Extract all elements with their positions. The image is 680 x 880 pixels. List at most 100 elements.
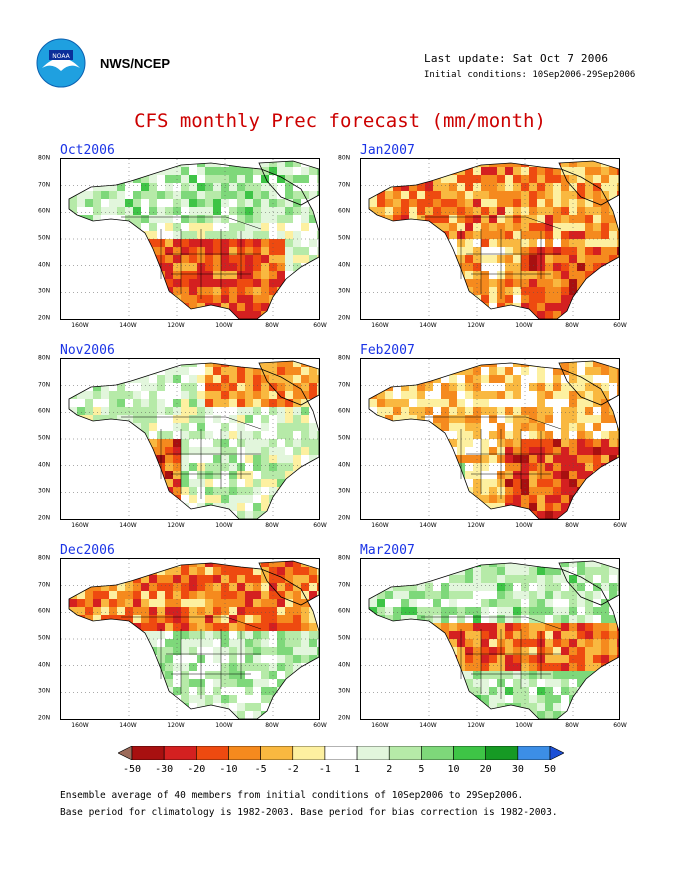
lat-tick-label: 80N (38, 354, 51, 362)
legend-swatch (388, 746, 422, 760)
lat-tick-label: 60N (38, 407, 51, 415)
lon-tick-label: 100W (215, 722, 233, 729)
lon-tick-label: 140W (419, 522, 437, 529)
lat-tick-label: 30N (38, 487, 51, 495)
lat-tick-label: 60N (38, 607, 51, 615)
lon-tick-label: 80W (565, 722, 579, 729)
panel-title: Nov2006 (60, 343, 115, 358)
lat-tick-label: 20N (338, 514, 351, 522)
legend-label: 5 (418, 764, 425, 775)
legend-swatch (260, 746, 294, 760)
lat-tick-label: 70N (38, 581, 51, 589)
lon-tick-label: 60W (313, 522, 327, 529)
coastline (558, 160, 619, 206)
lon-tick-label: 160W (371, 722, 389, 729)
legend-label: -5 (254, 764, 267, 775)
legend-label: -1 (318, 764, 331, 775)
panel-title: Oct2006 (60, 143, 115, 158)
coastline (258, 160, 319, 206)
lat-tick-label: 30N (338, 687, 351, 695)
panel-title: Dec2006 (60, 543, 115, 558)
lon-tick-label: 80W (265, 722, 279, 729)
legend-label: 2 (386, 764, 393, 775)
coastline (558, 560, 619, 606)
lon-tick-label: 60W (313, 722, 327, 729)
lon-tick-label: 80W (565, 322, 579, 329)
org-label: NWS/NCEP (100, 56, 171, 71)
coastline (368, 162, 619, 319)
lon-tick-label: 120W (467, 722, 485, 729)
legend-swatch (131, 746, 165, 760)
lat-tick-label: 80N (38, 154, 51, 162)
lat-tick-label: 70N (38, 381, 51, 389)
coastline (558, 360, 619, 406)
legend-label: 10 (447, 764, 460, 775)
lat-tick-label: 60N (38, 207, 51, 215)
lat-tick-label: 70N (338, 181, 351, 189)
svg-text:NOAA: NOAA (52, 53, 70, 60)
lon-tick-label: 120W (467, 522, 485, 529)
lon-tick-label: 120W (167, 322, 185, 329)
legend-swatch (517, 746, 551, 760)
legend-swatch (356, 746, 390, 760)
lat-tick-label: 70N (338, 381, 351, 389)
precip-map (360, 158, 620, 320)
legend-swatch (485, 746, 519, 760)
lat-tick-label: 50N (38, 434, 51, 442)
legend-swatch (292, 746, 326, 760)
political-borders (421, 416, 562, 499)
legend-label: 30 (511, 764, 524, 775)
noaa-logo: NOAA (36, 38, 86, 88)
lat-tick-label: 80N (338, 554, 351, 562)
legend-label: -10 (219, 764, 238, 775)
lon-tick-label: 100W (215, 522, 233, 529)
lon-tick-label: 140W (119, 322, 137, 329)
coastline (68, 362, 319, 519)
lat-tick-label: 30N (38, 687, 51, 695)
legend-label: 1 (354, 764, 361, 775)
legend-swatch (118, 746, 133, 760)
political-borders (121, 416, 262, 499)
legend-label: 20 (479, 764, 492, 775)
legend-swatch (453, 746, 486, 760)
lon-tick-label: 140W (119, 722, 137, 729)
precip-map (360, 558, 620, 720)
panel-title: Jan2007 (360, 143, 415, 158)
lat-tick-label: 70N (338, 581, 351, 589)
lat-tick-label: 20N (338, 714, 351, 722)
political-borders (421, 616, 562, 699)
lat-tick-label: 60N (338, 607, 351, 615)
coastline (68, 562, 319, 719)
coastline (68, 162, 319, 319)
lat-tick-label: 50N (338, 234, 351, 242)
lon-tick-label: 60W (613, 322, 627, 329)
legend-swatch (324, 746, 358, 760)
lat-tick-label: 40N (38, 661, 51, 669)
legend-swatch (196, 746, 229, 760)
lat-tick-label: 80N (38, 554, 51, 562)
legend-swatch (163, 746, 197, 760)
lon-tick-label: 140W (119, 522, 137, 529)
lat-tick-label: 50N (338, 634, 351, 642)
lon-tick-label: 160W (71, 722, 89, 729)
political-borders (121, 616, 262, 699)
precip-map (60, 358, 320, 520)
lon-tick-label: 140W (419, 322, 437, 329)
political-borders (121, 216, 262, 299)
legend-swatch (421, 746, 454, 760)
legend-swatch (228, 746, 261, 760)
legend-label: -20 (187, 764, 206, 775)
lon-tick-label: 140W (419, 722, 437, 729)
lat-tick-label: 50N (38, 234, 51, 242)
legend-label: 50 (543, 764, 557, 775)
precip-map (60, 158, 320, 320)
lat-tick-label: 50N (38, 634, 51, 642)
lon-tick-label: 80W (265, 522, 279, 529)
legend-swatch (549, 746, 564, 760)
lat-tick-label: 30N (338, 287, 351, 295)
coastline (368, 562, 619, 719)
lon-tick-label: 160W (371, 322, 389, 329)
legend-label: -50 (122, 764, 142, 775)
lat-tick-label: 40N (38, 461, 51, 469)
lat-tick-label: 20N (338, 314, 351, 322)
